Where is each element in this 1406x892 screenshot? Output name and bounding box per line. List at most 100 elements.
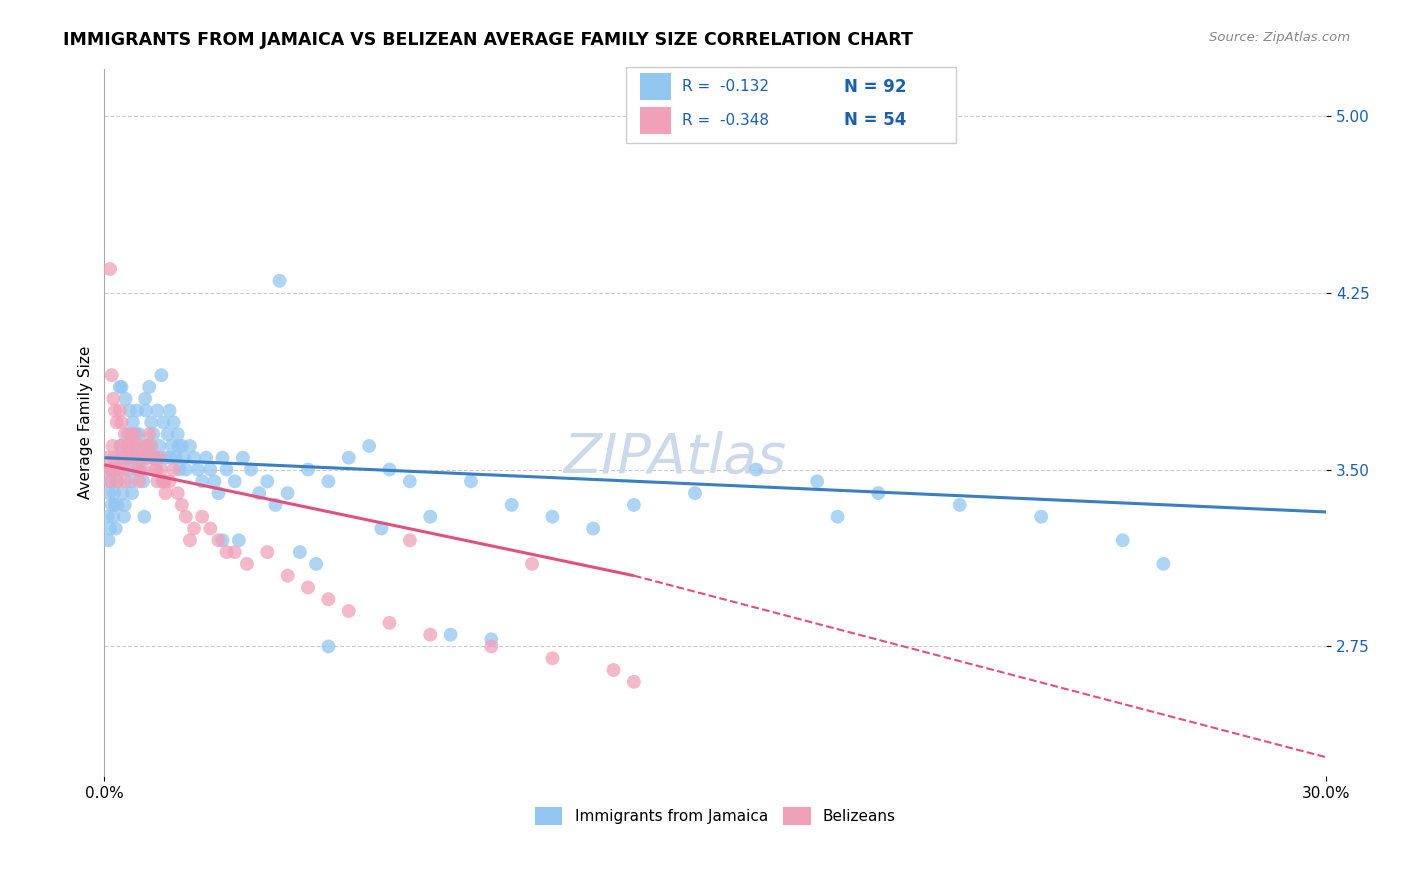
Point	[207, 486, 229, 500]
Point	[110, 415, 132, 429]
Point	[179, 439, 201, 453]
Point	[159, 450, 181, 465]
Point	[143, 462, 166, 476]
Point	[138, 427, 160, 442]
Point	[98, 521, 121, 535]
Point	[200, 521, 222, 535]
Point	[439, 627, 461, 641]
Point	[159, 475, 181, 489]
Point	[602, 663, 624, 677]
Point	[114, 498, 136, 512]
Point	[129, 450, 152, 465]
Point	[114, 427, 136, 442]
Point	[100, 498, 122, 512]
Point	[100, 475, 122, 489]
Point	[132, 475, 155, 489]
Point	[582, 521, 605, 535]
Point	[114, 392, 136, 406]
Point	[541, 651, 564, 665]
Point	[297, 462, 319, 476]
Point	[100, 462, 122, 476]
Point	[165, 450, 187, 465]
Point	[623, 674, 645, 689]
Point	[187, 462, 209, 476]
Point	[118, 403, 141, 417]
Point	[150, 475, 173, 489]
Point	[166, 486, 188, 500]
Point	[122, 439, 145, 453]
Point	[110, 439, 132, 453]
Point	[125, 403, 148, 417]
Point	[277, 486, 299, 500]
Point	[108, 403, 131, 417]
Point	[173, 450, 195, 465]
Point	[745, 462, 768, 476]
Point	[121, 486, 143, 500]
Point	[162, 462, 184, 476]
Point	[125, 462, 148, 476]
Point	[114, 475, 136, 489]
Point	[128, 427, 150, 442]
Point	[179, 533, 201, 548]
Point	[134, 509, 156, 524]
Point	[146, 403, 169, 417]
Point	[108, 450, 131, 465]
Point	[200, 462, 222, 476]
Point	[211, 533, 233, 548]
Y-axis label: Average Family Size: Average Family Size	[79, 346, 93, 499]
Point	[107, 462, 129, 476]
Point	[105, 475, 128, 489]
Point	[141, 439, 163, 453]
Point	[115, 439, 138, 453]
Point	[142, 450, 165, 465]
Point	[256, 545, 278, 559]
Point	[132, 462, 155, 476]
Point	[117, 427, 139, 442]
Point	[318, 640, 340, 654]
Point	[202, 475, 225, 489]
Point	[191, 475, 214, 489]
Point	[146, 475, 169, 489]
Point	[520, 557, 543, 571]
Point	[240, 462, 263, 476]
Point	[104, 498, 127, 512]
Point	[191, 509, 214, 524]
Point	[111, 450, 134, 465]
Point	[122, 427, 145, 442]
Point	[136, 450, 159, 465]
Point	[152, 475, 174, 489]
Point	[101, 439, 124, 453]
Point	[153, 475, 176, 489]
Point	[215, 545, 238, 559]
Point	[269, 274, 291, 288]
Point	[148, 439, 170, 453]
Point	[378, 615, 401, 630]
Point	[115, 450, 138, 465]
Point	[1111, 533, 1133, 548]
Point	[479, 640, 502, 654]
Point	[143, 450, 166, 465]
Point	[170, 498, 193, 512]
Point	[318, 475, 340, 489]
Point	[247, 486, 270, 500]
Point	[232, 450, 254, 465]
Point	[110, 380, 132, 394]
Point	[868, 486, 890, 500]
Point	[160, 439, 183, 453]
Point	[207, 533, 229, 548]
Point	[152, 415, 174, 429]
Point	[120, 427, 142, 442]
Point	[112, 462, 135, 476]
Point	[337, 604, 360, 618]
Point	[228, 533, 250, 548]
Point	[211, 450, 233, 465]
Point	[118, 450, 141, 465]
Point	[256, 475, 278, 489]
Point	[479, 632, 502, 647]
Point	[129, 450, 152, 465]
Point	[827, 509, 849, 524]
Point	[101, 462, 124, 476]
Point	[142, 427, 165, 442]
Point	[155, 450, 177, 465]
Text: R =  -0.132: R = -0.132	[682, 79, 769, 94]
